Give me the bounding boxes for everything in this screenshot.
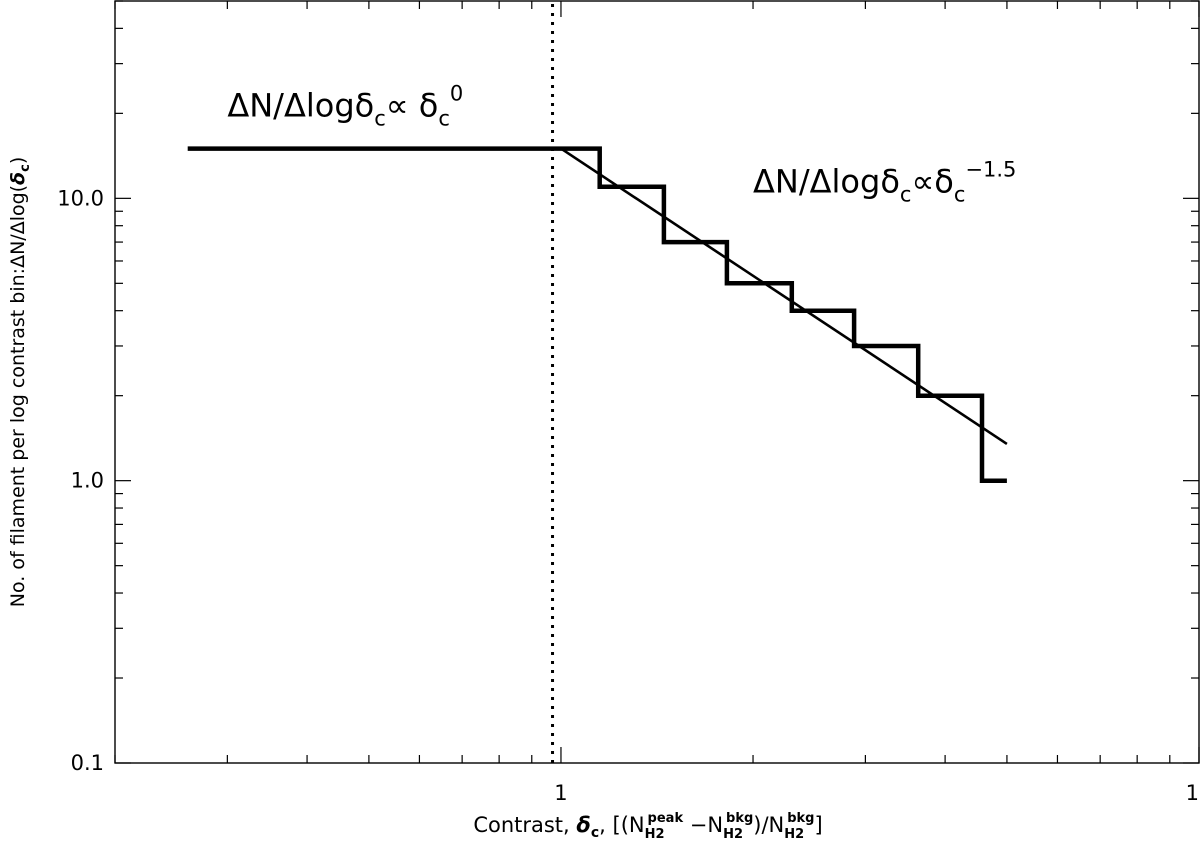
annotation-power: ΔN/Δlogδc∝δc−1.5 bbox=[753, 157, 1016, 206]
annotations: ΔN/Δlogδc∝ δc0 ΔN/Δlogδc∝δc−1.5 bbox=[227, 81, 1016, 206]
annotation-flat: ΔN/Δlogδc∝ δc0 bbox=[227, 81, 463, 130]
tick-labels: 1 10 0.1 1.0 10.0 bbox=[57, 186, 1200, 805]
y-axis-label: No. of filament per log contrast bin:ΔN/… bbox=[7, 157, 33, 608]
power-law-fit-line bbox=[560, 147, 1008, 445]
y-tick-label: 10.0 bbox=[57, 186, 104, 210]
data-layer bbox=[187, 1, 1008, 763]
x-axis-label: Contrast, δc, [(NH2peak −NH2bkg)/NH2bkg] bbox=[473, 811, 822, 842]
y-tick-label: 0.1 bbox=[71, 751, 104, 775]
x-tick-label: 10 bbox=[1186, 781, 1200, 805]
x-tick-label: 1 bbox=[554, 781, 567, 805]
y-tick-label: 1.0 bbox=[71, 469, 104, 493]
plot-frame bbox=[114, 0, 1200, 764]
